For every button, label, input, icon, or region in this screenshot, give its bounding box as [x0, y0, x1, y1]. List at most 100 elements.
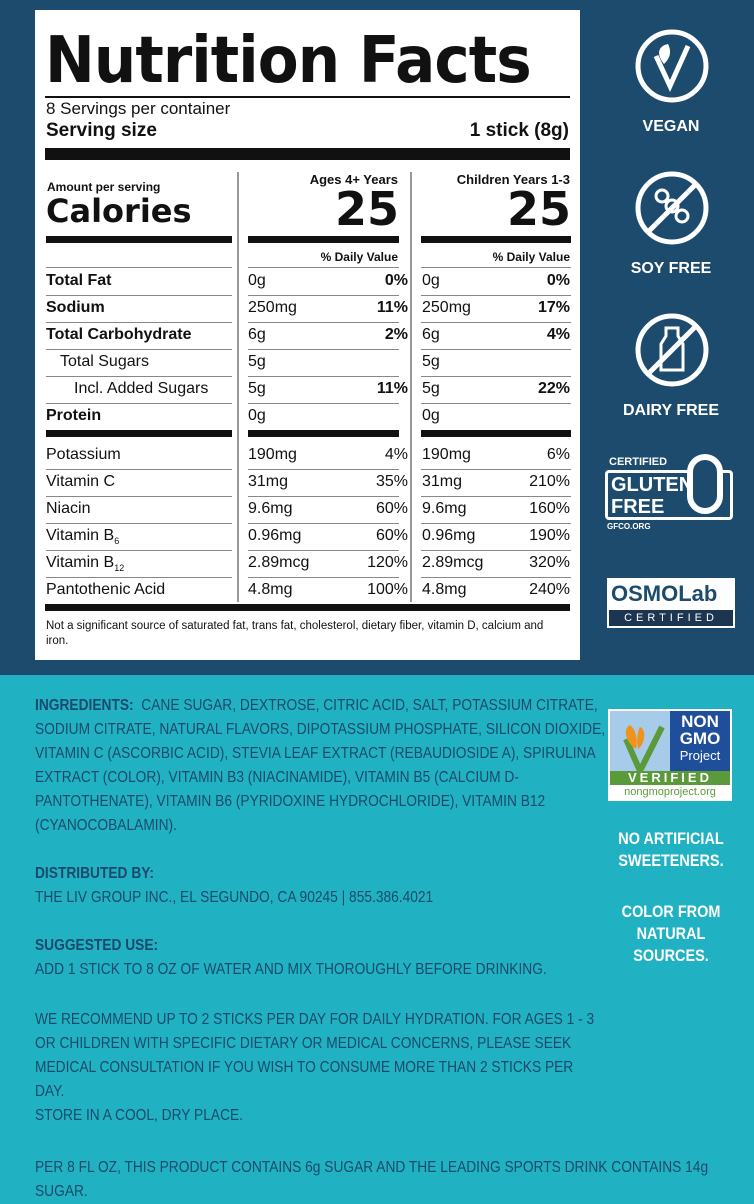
- nutrient-amount: 4.8mg: [248, 581, 293, 598]
- daily-value-header: % Daily Value: [492, 250, 570, 264]
- nutrient-row: Total Fat 0g 0% 0g 0%: [46, 268, 570, 295]
- nutrient-daily-value: 120%: [367, 554, 408, 571]
- row-divider: [248, 295, 399, 296]
- vegan-icon: [634, 28, 710, 109]
- row-divider: [421, 295, 571, 296]
- serving-size-label: Serving size: [46, 120, 157, 141]
- nutrient-amount: 9.6mg: [422, 500, 467, 517]
- divider-thick: [46, 430, 232, 437]
- row-divider: [248, 349, 399, 350]
- divider-thick: [421, 236, 571, 243]
- butterfly-icon: [623, 725, 665, 774]
- nutrient-name: Vitamin B: [46, 554, 115, 571]
- nutrient-amount: 190mg: [248, 446, 297, 463]
- row-divider: [421, 577, 571, 578]
- nutrient-daily-value: 160%: [529, 500, 570, 517]
- gluten-certified-text: CERTIFIED: [609, 456, 668, 468]
- subscript: 6: [114, 536, 120, 547]
- nutrient-daily-value: 4%: [384, 446, 408, 463]
- nutrient-daily-value: 240%: [529, 581, 570, 598]
- row-divider: [248, 322, 399, 323]
- osmolab-badge: OSMOLab CERTIFIED: [607, 578, 735, 628]
- nutrient-amount: 4.8mg: [422, 581, 467, 598]
- divider-thick: [45, 604, 570, 611]
- nongmo-url: nongmoproject.org: [624, 786, 716, 798]
- nutrient-daily-value: 22%: [537, 380, 570, 397]
- calories-label: Calories: [46, 192, 192, 230]
- row-divider: [46, 322, 232, 323]
- nutrient-amount: 9.6mg: [248, 500, 293, 517]
- row-divider: [248, 376, 399, 377]
- row-divider: [46, 550, 232, 551]
- nutrient-row: Total Sugars 5g 5g: [46, 349, 569, 376]
- row-divider: [421, 349, 571, 350]
- suggested-label: SUGGESTED USE:: [35, 937, 159, 954]
- suggested-text: ADD 1 STICK TO 8 OZ OF WATER AND MIX THO…: [35, 961, 547, 978]
- calories-value-ages-4: 25: [334, 182, 399, 236]
- nutrient-amount: 6g: [248, 326, 266, 343]
- gluten-text: GLUTEN: [611, 474, 694, 496]
- nutrient-row: Sodium 250mg 11% 250mg 17%: [46, 295, 570, 322]
- soy-free-icon: [634, 170, 710, 251]
- nutrient-daily-value: 0%: [384, 272, 408, 289]
- nutrient-name: Incl. Added Sugars: [74, 380, 209, 397]
- nutrient-amount: 0.96mg: [422, 527, 476, 544]
- nutrient-name: Niacin: [46, 500, 91, 517]
- row-divider: [248, 523, 399, 524]
- nutrient-daily-value: 0%: [546, 272, 570, 289]
- nutrient-amount: 0g: [248, 272, 266, 289]
- column-divider: [237, 172, 239, 602]
- row-divider: [421, 403, 571, 404]
- nutrient-row: Vitamin C 31mg 35% 31mg 210%: [46, 469, 570, 496]
- row-divider: [46, 496, 232, 497]
- sugar-comparison: PER 8 FL OZ, THIS PRODUCT CONTAINS 6g SU…: [35, 1159, 709, 1200]
- nongmo-non: NON: [681, 712, 719, 731]
- nutrient-row: Pantothenic Acid 4.8mg 100% 4.8mg 240%: [46, 577, 570, 604]
- ingredients-text: CANE SUGAR, DEXTROSE, CITRIC ACID, SALT,…: [35, 697, 606, 834]
- serving-size-value: 1 stick (8g): [469, 120, 569, 141]
- amount-per-serving: Amount per serving: [47, 180, 161, 194]
- nutrient-daily-value: 320%: [529, 554, 570, 571]
- label-title: Nutrition Facts: [45, 24, 532, 98]
- row-divider: [421, 469, 571, 470]
- nutrient-daily-value: 60%: [375, 500, 408, 517]
- free-text: FREE: [611, 496, 665, 518]
- nutrient-daily-value: 35%: [375, 473, 408, 490]
- nutrient-amount: 6g: [422, 326, 440, 343]
- nutrient-amount: 2.89mcg: [422, 554, 484, 571]
- nutrient-daily-value: 100%: [367, 581, 408, 598]
- column-divider: [410, 172, 412, 602]
- nutrient-amount: 250mg: [422, 299, 471, 316]
- servings-per-container: 8 Servings per container: [46, 99, 231, 118]
- nutrient-amount: 5g: [248, 380, 266, 397]
- store-text: STORE IN A COOL, DRY PLACE.: [35, 1107, 244, 1124]
- nutrient-amount: 250mg: [248, 299, 297, 316]
- osmolab-certified: CERTIFIED: [609, 610, 733, 626]
- nongmo-gmo: GMO: [679, 729, 721, 748]
- gluten-free-badge: CERTIFIED GLUTEN FREE GFCO.ORG: [605, 452, 740, 532]
- nutrient-row: Total Carbohydrate 6g 2% 6g 4%: [46, 322, 570, 349]
- nutrient-amount: 0g: [422, 407, 440, 424]
- nutrient-name: Sodium: [46, 299, 105, 316]
- non-gmo-badge: NON GMO Project VERIFIED nongmoproject.o…: [608, 709, 732, 801]
- nutrient-amount: 31mg: [248, 473, 289, 490]
- nutrient-row: Vitamin B12 2.89mcg 120% 2.89mcg 320%: [46, 550, 570, 577]
- nutrient-name: Vitamin C: [46, 473, 116, 490]
- nutrient-row: Niacin 9.6mg 60% 9.6mg 160%: [46, 496, 570, 523]
- distributed-label: DISTRIBUTED BY:: [35, 865, 155, 882]
- subscript: 12: [114, 563, 125, 574]
- nutrient-amount: 0g: [422, 272, 440, 289]
- nutrient-name: Total Sugars: [60, 353, 149, 370]
- nutrient-amount: 0.96mg: [248, 527, 302, 544]
- row-divider: [46, 523, 232, 524]
- row-divider: [248, 577, 399, 578]
- nutrient-daily-value: 60%: [375, 527, 408, 544]
- nutrient-row: Potassium 190mg 4% 190mg 6%: [46, 442, 570, 469]
- nutrient-amount: 31mg: [422, 473, 463, 490]
- divider-thick: [45, 148, 570, 160]
- dairy-free-icon: [634, 312, 710, 393]
- row-divider: [46, 349, 232, 350]
- vegan-label: VEGAN: [642, 118, 700, 135]
- nongmo-project: Project: [679, 748, 721, 763]
- row-divider: [248, 550, 399, 551]
